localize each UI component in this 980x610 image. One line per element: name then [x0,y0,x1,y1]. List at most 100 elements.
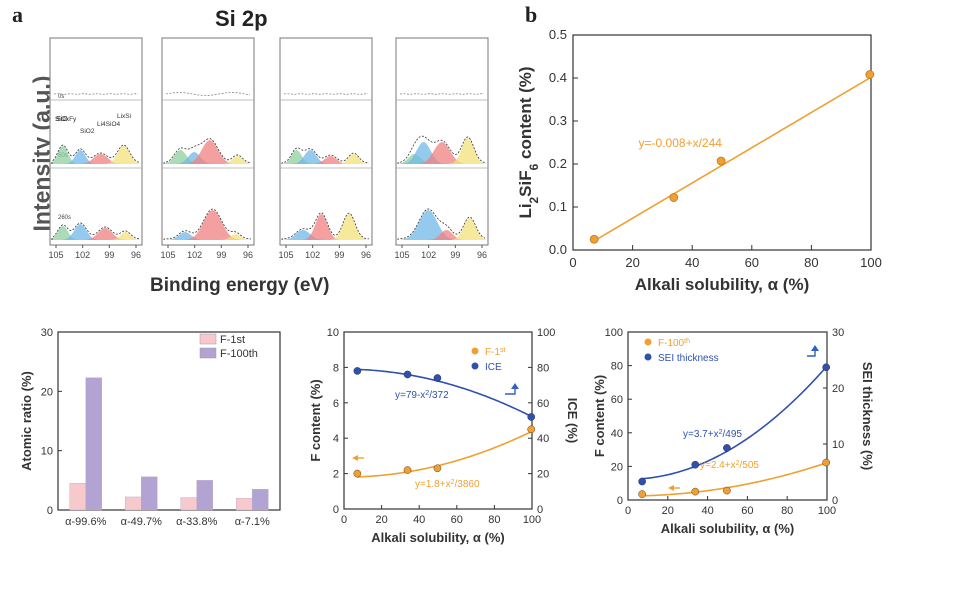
xps-envelope-trace [163,208,252,240]
xps-peak [47,146,78,164]
panel-e-y2tick-label: 20 [832,383,844,395]
panel-c-category-label: α-33.8% [176,516,217,528]
xps-peak [110,232,141,240]
panel-b-ytick-label: 0.1 [549,199,567,214]
peak-label-sioxfy: SiO [56,116,68,123]
xps-xtick-label: 96 [131,250,141,260]
panel-d-ytick-label: 0 [333,504,339,516]
xps-envelope-trace [397,135,486,164]
panel-e-ylabel: F content (%) [592,375,607,457]
panel-b-plot-frame [572,34,872,251]
panel-d-xtick-label: 60 [451,514,463,526]
panel-b-ytick-label: 0.2 [549,156,567,171]
xps-peak [449,138,486,164]
xps-row-label: 260s [58,215,71,221]
panel-b-annotation: y=-0.008+x/244 [639,136,723,150]
xps-peak [303,214,340,240]
panel-e-y2tick-label: 0 [832,495,838,507]
xps-xtick-label: 96 [243,250,253,260]
xps-envelope-trace [51,144,140,164]
panel-c-bar [85,377,102,511]
xps-xtick-label: 96 [361,250,371,260]
panel-e-axis-arrowhead [668,485,674,491]
panel-e-fit-curve [641,461,828,497]
panel-c-bar [125,496,142,511]
panel-d-axis-arrowhead [511,383,519,389]
panel-e-xtick-label: 60 [741,505,753,517]
panel-c-bar [236,497,253,511]
panel-d-legend-marker [471,362,479,370]
panel-a-title: Si 2p [215,6,268,31]
panel-d-data-point [403,370,412,379]
xps-peak [331,214,367,240]
panel-d-y2tick-label: 20 [537,469,549,481]
panel-d-ylabel: F content (%) [308,379,323,461]
panel-e-ytick-label: 100 [605,327,623,339]
xps-peak [105,146,142,164]
panel-b-data-point [669,193,679,202]
xps-xtick-label: 105 [160,250,175,260]
xps-xtick-label: 105 [278,250,293,260]
panel-d-ytick-label: 4 [333,433,339,445]
panel-b-ytick-label: 0.3 [549,113,567,128]
panel-d-legend-marker [471,347,479,355]
panel-c-ytick-label: 20 [41,386,53,398]
panel-b-ylabel: Li2SiF6 content (%) [516,66,541,218]
xps-peak [65,150,96,164]
xps-peak [418,142,466,164]
xps-spectrum-trace [283,93,369,95]
panel-e-plot-frame [627,331,828,501]
panel-e-data-point [723,444,731,452]
xps-xtick-label: 99 [334,250,344,260]
panel-b-fit-line [593,77,871,242]
xps-peak [338,154,369,164]
xps-spectrum-trace [399,93,485,95]
panel-e-axis-arrow [807,350,816,357]
panel-e-ytick-label: 0 [617,495,623,507]
xps-peak [185,210,240,240]
xps-xtick-label: 99 [450,250,460,260]
panel-b-data-point [865,70,875,79]
panel-c-bar [69,483,86,511]
panel-e-legend-marker [644,338,652,346]
panel-c-bar [141,476,158,511]
peak-label: SiO2 [80,128,95,135]
panel-e-axis-arrowhead [811,345,819,351]
panel-d-annotation: y=79-x2/372 [395,390,449,402]
panel-b-xtick-label: 80 [804,255,818,270]
panel-d-data-point [403,466,412,474]
xps-peak [185,140,234,164]
xps-envelope-trace [163,138,252,164]
xps-subplot-frame [279,37,373,246]
panel-d-data-point [353,367,362,375]
panel-c-ytick-label: 10 [41,446,53,458]
panel-c-bar [196,480,213,511]
panel-d-ytick-label: 6 [333,398,339,410]
xps-peak [79,154,122,164]
xps-peak [220,234,251,240]
xps-envelope-trace [51,222,140,240]
panel-c-bar [180,497,197,511]
panel-d-xlabel: Alkali solubility, α (%) [371,530,504,545]
panel-e-xtick-label: 20 [662,505,674,517]
panel-c-category-label: α-99.6% [65,516,106,528]
panel-d-data-point [527,413,536,421]
panel-e-xtick-label: 80 [781,505,793,517]
panel-c-category-label: α-7.1% [235,516,270,528]
panel-c-ytick-label: 30 [41,327,53,339]
panel-c-plot-frame [57,331,281,511]
xps-peak [401,210,456,240]
xps-peak [312,156,349,164]
panel-d-axis-arrow [505,388,516,395]
panel-e-y2tick-label: 10 [832,439,844,451]
panel-d-fit-curve [357,368,533,418]
panel-b-xtick-label: 40 [685,255,699,270]
panel-b-data-point [716,156,726,166]
panel-e-legend-label: SEI thickness [658,353,719,364]
panel-d-xtick-label: 100 [523,514,541,526]
panel-e-xtick-label: 100 [818,505,836,517]
peak-label: LixSi [117,113,131,120]
panel-d-xtick-label: 0 [341,514,347,526]
xps-peak [292,150,329,164]
